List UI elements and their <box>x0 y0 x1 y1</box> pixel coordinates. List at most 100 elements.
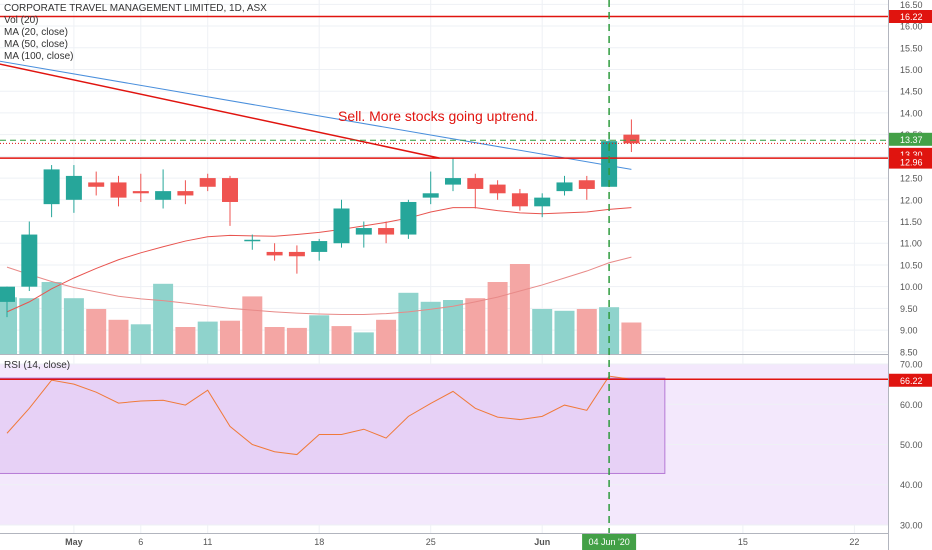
price-tick-label: 8.50 <box>900 347 918 357</box>
candle-body <box>65 175 82 200</box>
candle-body <box>556 182 573 192</box>
price-tick-label: 15.00 <box>900 65 923 75</box>
candle-body <box>88 182 105 187</box>
price-tick-label: 12.00 <box>900 195 923 205</box>
candle-body <box>333 208 350 244</box>
price-tick-label: 14.00 <box>900 108 923 118</box>
dashed-level-tag: 13.37 <box>900 135 923 145</box>
rsi-level-tag-bg <box>889 373 932 387</box>
candle-body <box>266 251 283 256</box>
candle-body <box>21 234 38 287</box>
price-tick-label: 10.00 <box>900 282 923 292</box>
volume-bar <box>130 324 151 354</box>
rsi-tick-label: 50.00 <box>900 440 923 450</box>
time-marker-bg <box>582 534 637 550</box>
time-tick-label: 15 <box>738 537 748 547</box>
candles <box>0 119 640 318</box>
candle-body <box>422 193 439 198</box>
time-tick-label: 11 <box>203 537 212 547</box>
legend-ma50[interactable]: MA (50, close) <box>4 39 68 50</box>
rsi-tick-label: 40.00 <box>900 480 923 490</box>
volume-bar <box>331 326 352 354</box>
volume-bar <box>19 298 40 354</box>
candle-body <box>177 191 194 196</box>
volume-bar <box>487 282 508 354</box>
volume-bar <box>220 320 240 354</box>
candle-body <box>132 191 149 194</box>
price-tick-label: 10.50 <box>900 260 923 270</box>
candle-body <box>445 178 461 185</box>
rsi-tick-label: 30.00 <box>900 520 923 530</box>
volume-bars <box>0 264 642 354</box>
candle-body <box>601 141 618 187</box>
candle-body <box>288 251 305 257</box>
candle-body <box>244 239 261 242</box>
volume-bar <box>353 332 374 354</box>
price-tick-label: 9.50 <box>900 304 918 314</box>
ma20-line <box>6 207 632 313</box>
rsi-legend[interactable]: RSI (14, close) <box>4 360 71 371</box>
price-tick-label: 12.50 <box>900 174 923 184</box>
level-tag-1296: 12.96 <box>900 158 923 168</box>
level-lines <box>0 0 888 533</box>
price-tick-label: 15.50 <box>900 43 923 53</box>
volume-bar <box>443 300 463 354</box>
rsi-line <box>6 375 632 456</box>
volume-bar <box>264 327 285 354</box>
time-tick-label: 25 <box>426 537 436 547</box>
rsi-tick-label: 70.00 <box>900 360 923 370</box>
annotation-text: Sell. More stocks going uptrend. <box>338 108 538 124</box>
legend-vol[interactable]: Vol (20) <box>4 15 39 26</box>
level-tag-1622-bg <box>889 10 932 24</box>
volume-bar <box>63 298 84 354</box>
candle-body <box>311 241 328 252</box>
level-tag-1622: 16.22 <box>900 12 923 22</box>
time-tick-label: 18 <box>314 537 324 547</box>
volume-bar <box>197 321 218 354</box>
candle-body <box>355 228 372 235</box>
candle-body <box>43 169 60 205</box>
candle-body <box>199 178 216 187</box>
candle-body <box>0 286 15 302</box>
volume-bar <box>175 327 196 354</box>
volume-bar <box>554 310 575 354</box>
candle-body <box>623 134 640 144</box>
volume-bar <box>108 319 129 354</box>
volume-bar <box>532 309 553 354</box>
legend-ma100[interactable]: MA (100, close) <box>4 51 74 62</box>
time-axis-bg <box>0 533 888 550</box>
volume-bar <box>242 296 263 354</box>
candle-body <box>400 201 417 235</box>
axis-bg <box>888 0 932 550</box>
price-tick-label: 16.50 <box>900 0 923 10</box>
time-tick-label: 04 Jun '20 <box>588 537 629 547</box>
volume-bar <box>153 283 174 354</box>
volume-bar <box>376 319 397 354</box>
candle-body <box>155 191 172 200</box>
candle-body <box>378 228 395 235</box>
legend-ma20[interactable]: MA (20, close) <box>4 27 68 38</box>
price-tick-label: 11.50 <box>900 217 922 227</box>
chart-legend: CORPORATE TRAVEL MANAGEMENT LIMITED, 1D,… <box>4 3 267 63</box>
rsi-rectangle <box>0 377 666 474</box>
ma100-line <box>6 256 632 315</box>
price-tick-label: 14.50 <box>900 87 923 97</box>
price-axis: 16.5016.0015.5015.0014.5014.0013.5013.00… <box>888 0 932 550</box>
time-tick-label: May <box>65 537 83 547</box>
time-tick-label: 6 <box>138 537 143 547</box>
rsi-tick-label: 60.00 <box>900 400 923 410</box>
volume-bar <box>621 322 642 354</box>
dotted-level-tag: 13.30 <box>900 150 923 160</box>
candle-body <box>511 193 528 207</box>
price-tick-label: 11.00 <box>900 239 922 249</box>
volume-bar <box>465 298 486 354</box>
candle-body <box>534 197 551 207</box>
volume-bar <box>0 297 17 354</box>
price-tick-label: 16.00 <box>900 22 923 32</box>
volume-bar <box>309 315 330 354</box>
time-tick-label: Jun <box>534 537 550 547</box>
rsi-panel <box>0 363 888 526</box>
time-tick-label: 22 <box>849 537 859 547</box>
